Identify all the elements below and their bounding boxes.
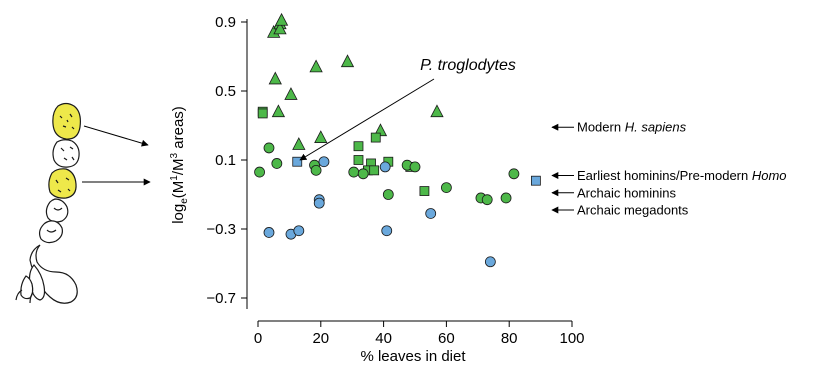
- green-triangle-point: [340, 54, 355, 68]
- molar-m3: [48, 168, 77, 199]
- x-axis-label: % leaves in diet: [360, 348, 466, 365]
- green-circle-point: [263, 142, 275, 154]
- x-tick-label: 100: [559, 330, 584, 347]
- green-circle-point: [348, 166, 360, 178]
- molar-m2: [52, 139, 80, 168]
- y-tick-label: 0.9: [215, 14, 236, 31]
- green-circle-point: [508, 168, 520, 180]
- green-square-point: [419, 186, 430, 196]
- green-circle-point: [440, 182, 452, 194]
- blue-square-point: [292, 156, 303, 167]
- green-circle-point: [500, 192, 512, 204]
- x-tick-label: 80: [501, 330, 518, 347]
- data-points: [254, 12, 541, 268]
- green-circle-point: [382, 189, 394, 200]
- green-triangle-point: [292, 137, 306, 150]
- blue-circle-point: [293, 225, 305, 237]
- group-label: Modern H. sapiens: [577, 120, 687, 135]
- m1-pointer-arrow: [83, 125, 149, 147]
- x-tick-label: 40: [375, 330, 392, 347]
- species-pointer-arrow: [299, 78, 435, 161]
- canine: [29, 244, 78, 304]
- y-tick-label: −0.7: [206, 290, 236, 307]
- group-annotations: Modern H. sapiens Earliest hominins/Pre-m…: [551, 120, 787, 218]
- y-axis-label: loge(M1/M3 areas): [169, 106, 190, 224]
- blue-square-point: [530, 175, 541, 186]
- y-ticks: 0.9 0.5 0.1 −0.3 −0.7: [206, 14, 247, 307]
- x-tick-label: 20: [312, 330, 329, 347]
- blue-circle-point: [379, 161, 391, 173]
- group-label: Archaic megadonts: [577, 203, 689, 218]
- green-triangle-point: [273, 21, 287, 35]
- green-square-point: [257, 108, 268, 119]
- molar-m1: [52, 102, 81, 140]
- group-label: Archaic hominins: [577, 185, 676, 200]
- x-tick-label: 0: [254, 330, 262, 347]
- blue-circle-point: [381, 225, 393, 237]
- green-circle-point: [271, 158, 283, 169]
- group-label: Earliest hominins/Pre-modern Homo: [577, 168, 787, 183]
- y-tick-label: −0.3: [206, 221, 236, 238]
- green-triangle-point: [268, 71, 282, 85]
- axes: 0.9 0.5 0.1 −0.3 −0.7 0 20 40 60 80 100: [206, 14, 584, 347]
- blue-circle-point: [263, 227, 275, 238]
- green-square-point: [353, 141, 364, 152]
- x-ticks: 0 20 40 60 80 100: [254, 321, 585, 347]
- species-label: P. troglodytes: [420, 57, 516, 74]
- green-circle-point: [481, 194, 493, 206]
- green-triangle-point: [274, 12, 289, 26]
- green-triangle-point: [284, 87, 298, 100]
- green-triangle-point: [314, 130, 328, 143]
- green-triangle-point: [430, 104, 444, 118]
- blue-circle-point: [318, 156, 330, 168]
- blue-circle-point: [484, 256, 496, 268]
- green-circle-point: [310, 164, 322, 176]
- green-circle-point: [357, 168, 369, 180]
- green-square-point: [353, 155, 364, 165]
- x-tick-label: 60: [438, 330, 455, 347]
- blue-circle-point: [425, 208, 437, 219]
- incisor-1: [28, 264, 46, 301]
- green-square-point: [370, 132, 381, 143]
- y-tick-label: 0.1: [215, 152, 236, 169]
- blue-circle-point: [313, 197, 325, 209]
- y-tick-label: 0.5: [215, 83, 236, 100]
- green-triangle-point: [309, 59, 323, 73]
- green-square-point: [369, 165, 380, 176]
- green-triangle-point: [271, 104, 286, 118]
- tooth-illustration: [15, 102, 81, 304]
- green-circle-point: [409, 161, 421, 173]
- green-circle-point: [254, 166, 265, 178]
